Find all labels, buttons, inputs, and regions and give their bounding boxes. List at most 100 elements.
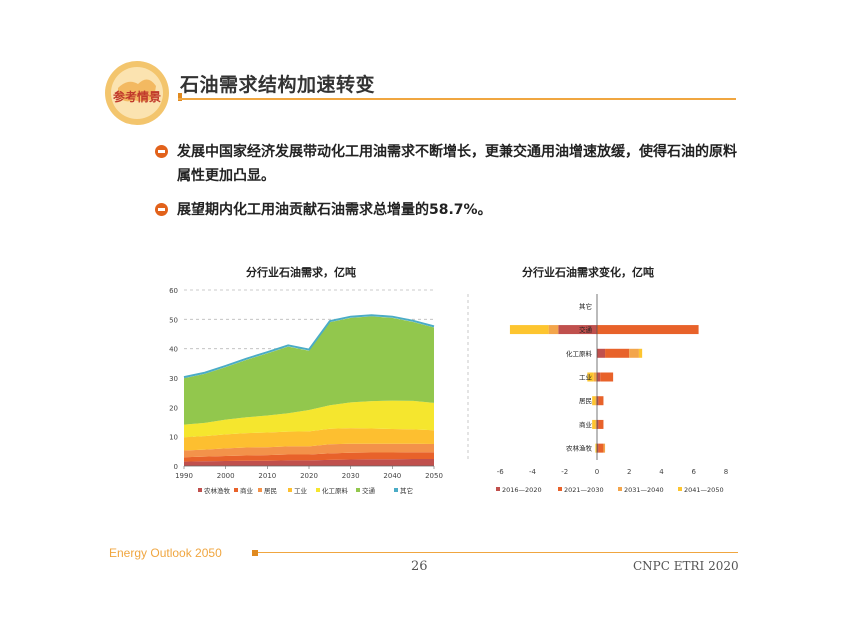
bar-segment — [598, 419, 604, 429]
area-chart-title: 分行业石油需求，亿吨 — [246, 266, 356, 279]
legend-swatch — [288, 488, 292, 492]
x-tick-label: 8 — [724, 468, 728, 476]
x-tick-label: 2010 — [258, 472, 276, 480]
legend-swatch — [234, 488, 238, 492]
bar-segment — [598, 396, 604, 406]
legend-label: 其它 — [400, 486, 413, 495]
series-other-line — [183, 314, 435, 379]
category-label: 其它 — [579, 301, 592, 310]
bar-segment — [638, 348, 643, 358]
bar-segment — [605, 348, 630, 358]
bar-segment — [597, 325, 699, 335]
bar-segment — [592, 396, 596, 406]
x-tick-label: 0 — [595, 468, 599, 476]
series-area — [184, 400, 434, 438]
x-tick-label: 2000 — [217, 472, 235, 480]
series-area — [184, 428, 434, 451]
category-label: 工业 — [579, 373, 593, 382]
y-tick-label: 40 — [169, 346, 178, 354]
bar-segment — [603, 443, 606, 453]
legend-label: 2031—2040 — [624, 486, 664, 494]
legend-label: 居民 — [264, 487, 277, 495]
bar-segment — [598, 443, 604, 453]
title-underline — [178, 98, 736, 100]
legend-label: 化工原料 — [322, 486, 349, 495]
legend-label: 交通 — [362, 486, 376, 495]
y-tick-label: 30 — [169, 375, 178, 383]
bar-segment — [548, 325, 559, 335]
legend-swatch — [496, 487, 500, 491]
series-area — [184, 458, 434, 466]
bar-segment — [595, 419, 597, 429]
bar-segment — [509, 325, 549, 335]
bar-segment — [593, 372, 597, 382]
series-area — [184, 443, 434, 458]
x-tick-label: 4 — [659, 468, 664, 476]
bar-segment — [597, 396, 599, 406]
y-tick-label: 50 — [169, 316, 178, 324]
x-tick-label: 2040 — [383, 472, 401, 480]
bar-segment — [592, 419, 596, 429]
y-tick-label: 20 — [169, 404, 178, 412]
bullet-icon — [155, 145, 168, 158]
x-tick-label: 2050 — [425, 472, 443, 480]
series-area — [184, 452, 434, 462]
x-tick-label: 2020 — [300, 472, 318, 480]
bar-segment — [597, 348, 606, 358]
bar-segment — [558, 325, 597, 335]
bullet-2: 展望期内化工用油贡献石油需求总增量的58.7%。 — [155, 198, 737, 222]
bar-segment — [629, 348, 639, 358]
legend-swatch — [316, 488, 320, 492]
x-tick-label: -6 — [497, 468, 505, 476]
x-tick-label: 6 — [692, 468, 697, 476]
bar-segment — [597, 443, 599, 453]
footer-accent-mark — [252, 550, 258, 556]
bullet-2-text: 展望期内化工用油贡献石油需求总增量的58.7%。 — [177, 202, 492, 218]
category-label: 化工原料 — [566, 349, 593, 358]
page-title: 石油需求结构加速转变 — [180, 74, 376, 96]
bar-segment — [595, 443, 597, 453]
x-tick-label: -4 — [529, 468, 537, 476]
x-tick-label: 2 — [627, 468, 631, 476]
legend-swatch — [198, 488, 202, 492]
bar-segment — [600, 372, 614, 382]
category-label: 交通 — [579, 325, 593, 334]
y-tick-label: 60 — [169, 287, 178, 295]
legend-swatch — [356, 488, 360, 492]
legend-label: 2021—2030 — [564, 486, 604, 494]
legend-swatch — [618, 487, 622, 491]
bar-segment — [587, 372, 594, 382]
bar-segment — [595, 396, 597, 406]
x-tick-label: 2030 — [342, 472, 360, 480]
legend-swatch — [394, 488, 398, 492]
legend-label: 2041—2050 — [684, 486, 724, 494]
legend-label: 商业 — [240, 486, 254, 495]
category-label: 商业 — [579, 420, 593, 429]
bar-chart-title: 分行业石油需求变化，亿吨 — [522, 266, 654, 279]
legend-label: 2016—2020 — [502, 486, 542, 494]
y-tick-label: 0 — [174, 463, 178, 471]
legend-swatch — [258, 488, 262, 492]
page-number: 26 — [411, 559, 428, 574]
category-label: 居民 — [579, 397, 592, 405]
legend-label: 工业 — [294, 486, 308, 495]
title-accent-mark — [178, 93, 182, 101]
svg-text:参考情景: 参考情景 — [113, 89, 161, 104]
legend-swatch — [678, 487, 682, 491]
series-area — [184, 316, 434, 425]
bullet-1-text: 发展中国家经济发展带动化工用油需求不断增长，更兼交通用油增速放缓，使得石油的原料… — [177, 144, 737, 184]
reference-scenario-logo: 参考情景 — [105, 61, 169, 125]
y-tick-label: 10 — [169, 434, 178, 442]
bullet-1: 发展中国家经济发展带动化工用油需求不断增长，更兼交通用油增速放缓，使得石油的原料… — [155, 140, 737, 188]
legend-swatch — [558, 487, 562, 491]
bar-segment — [597, 419, 599, 429]
x-tick-label: 1990 — [175, 472, 193, 480]
category-label: 农林渔牧 — [566, 444, 593, 453]
footer-source: CNPC ETRI 2020 — [633, 559, 739, 573]
x-tick-label: -2 — [561, 468, 568, 476]
bullet-icon — [155, 203, 168, 216]
legend-label: 农林渔牧 — [204, 486, 231, 495]
footer-rule — [258, 552, 738, 553]
